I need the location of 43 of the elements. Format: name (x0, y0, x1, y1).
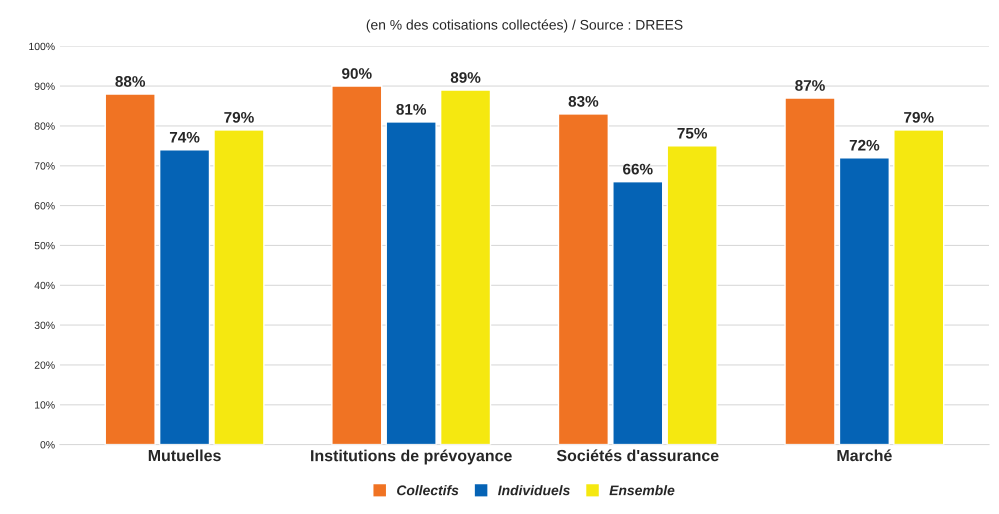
bar (331, 85, 382, 445)
data-label: 87% (795, 80, 825, 91)
y-tick-label: 60% (34, 202, 55, 210)
data-label: 75% (678, 128, 708, 139)
chart-title: (en % des cotisations collectées) / Source : DREES (366, 19, 682, 32)
y-tick-label: 90% (34, 82, 55, 90)
y-tick-label: 40% (34, 282, 55, 290)
x-tick-label: Mutuelles (148, 449, 221, 462)
y-tick-label: 0% (40, 441, 55, 448)
bar (838, 157, 890, 445)
legend-label: Individuels (498, 485, 570, 496)
legend-label: Ensemble (609, 485, 674, 496)
y-tick-label: 30% (34, 322, 55, 329)
data-label: 74% (170, 132, 200, 143)
bar (213, 129, 265, 445)
x-tick-label: Marché (837, 449, 892, 462)
bar (666, 145, 718, 445)
data-label: 79% (904, 112, 934, 123)
y-tick-label: 80% (34, 122, 55, 130)
bar (558, 113, 610, 445)
data-label: 81% (396, 104, 426, 115)
data-label: 79% (224, 112, 254, 123)
bar (612, 181, 664, 445)
bar (104, 93, 156, 445)
data-label: 89% (450, 72, 480, 83)
data-label: 66% (623, 164, 653, 175)
x-tick-label: Sociétés d'assurance (556, 449, 719, 462)
y-tick-label: 20% (34, 361, 55, 369)
data-label: 90% (342, 68, 372, 79)
y-tick-label: 100% (29, 42, 55, 50)
x-tick-label: Institutions de prévoyance (311, 449, 512, 464)
y-tick-label: 70% (34, 162, 55, 170)
bar (386, 121, 437, 445)
bar (440, 89, 492, 445)
y-tick-label: 10% (35, 401, 55, 409)
bar (784, 97, 836, 445)
y-tick-label: 50% (34, 242, 55, 250)
data-label: 83% (568, 96, 598, 107)
bar (893, 129, 944, 445)
data-label: 72% (850, 140, 880, 151)
data-label: 88% (115, 76, 146, 87)
legend-label: Collectifs (397, 485, 458, 496)
bar (158, 149, 210, 445)
